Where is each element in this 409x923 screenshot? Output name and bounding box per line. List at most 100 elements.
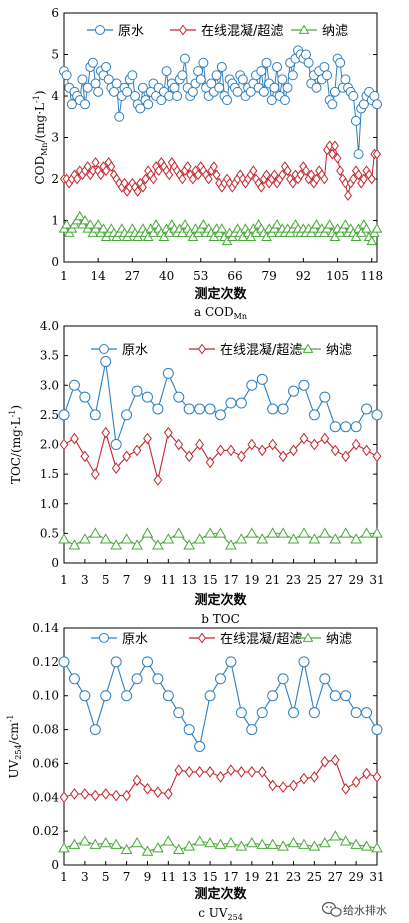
data-point — [340, 74, 351, 85]
x-tick-label: 1 — [60, 870, 68, 884]
data-point — [266, 838, 279, 849]
y-axis-title: UV254/cm-1 — [6, 714, 23, 778]
data-point — [214, 82, 225, 93]
data-point — [362, 444, 371, 457]
data-point — [235, 840, 248, 851]
data-point — [68, 539, 81, 550]
data-point — [107, 161, 116, 172]
data-point — [257, 181, 266, 193]
x-tick-label: 15 — [202, 870, 217, 884]
data-point — [369, 91, 380, 101]
data-point — [262, 169, 271, 181]
y-tick-label: 0 — [51, 255, 59, 269]
data-point — [270, 169, 279, 181]
chart-caption-main: a COD — [194, 305, 234, 319]
data-point — [372, 450, 382, 463]
x-tick-label: 5 — [102, 573, 110, 587]
data-point — [198, 219, 209, 229]
data-point — [225, 397, 237, 409]
x-tick-label: 118 — [360, 269, 383, 283]
data-point — [215, 409, 226, 421]
y-tick-label: 0.02 — [32, 824, 59, 838]
data-point — [330, 140, 339, 152]
data-point — [278, 781, 288, 793]
data-point — [141, 173, 150, 185]
data-point — [154, 165, 163, 177]
y-axis-title-part: /cm — [7, 722, 21, 745]
data-point — [183, 539, 196, 550]
legend: 原水 在线混凝/超滤 纳滤 — [87, 23, 348, 39]
data-point — [89, 838, 102, 849]
data-point — [289, 444, 298, 457]
data-point — [111, 789, 121, 802]
plot-frame — [63, 627, 378, 866]
data-point — [58, 842, 70, 853]
data-point — [143, 432, 152, 445]
legend-label: 原水 — [122, 343, 148, 358]
data-point — [130, 91, 141, 101]
data-point — [353, 149, 364, 160]
data-point — [325, 140, 334, 152]
data-point — [141, 656, 153, 668]
data-point — [366, 235, 378, 246]
x-tick-label: 3 — [81, 573, 89, 587]
data-point — [351, 776, 361, 788]
data-point — [261, 57, 272, 68]
data-point — [80, 99, 91, 110]
data-point — [122, 450, 131, 463]
data-point — [278, 169, 287, 181]
data-point — [93, 86, 104, 97]
data-point — [143, 99, 154, 110]
data-point — [329, 86, 340, 97]
data-point — [235, 707, 247, 719]
data-point — [162, 533, 175, 544]
data-point — [236, 766, 246, 778]
data-point — [87, 57, 98, 68]
data-point — [183, 724, 195, 736]
data-point — [373, 148, 381, 160]
data-point — [216, 223, 228, 233]
data-point — [278, 450, 288, 463]
data-point — [91, 157, 100, 168]
data-point — [179, 53, 190, 64]
data-point — [89, 409, 101, 421]
x-tick-label: 23 — [286, 573, 301, 587]
y-axis-title-part: -1 — [8, 410, 17, 418]
y-tick-label: 5 — [51, 48, 59, 62]
data-point — [122, 789, 131, 802]
data-point — [98, 223, 109, 233]
data-point — [133, 186, 142, 197]
data-point — [256, 373, 268, 385]
data-point — [79, 690, 91, 702]
data-point — [172, 91, 183, 101]
y-tick-label: 1.0 — [40, 497, 59, 511]
data-point — [131, 385, 143, 397]
data-point — [215, 673, 226, 685]
data-point — [120, 177, 129, 189]
data-point — [204, 527, 216, 538]
x-tick-label: 66 — [227, 269, 242, 283]
data-point — [187, 86, 198, 97]
y-tick-label: 4.0 — [40, 319, 59, 333]
data-point — [110, 656, 122, 668]
data-point — [204, 173, 213, 185]
data-point — [350, 115, 361, 126]
data-point — [308, 533, 321, 544]
series-nano — [58, 527, 383, 550]
watermark: 给水排水 — [321, 901, 387, 917]
data-point — [288, 385, 300, 397]
x-tick-label: 19 — [244, 870, 259, 884]
data-point — [174, 438, 184, 451]
data-point — [121, 409, 133, 421]
data-point — [165, 169, 174, 181]
data-point — [372, 99, 382, 110]
y-axis-title-part: TOC — [9, 457, 23, 484]
data-point — [351, 438, 361, 451]
data-point — [184, 450, 194, 463]
data-point — [163, 426, 173, 439]
data-point — [68, 673, 80, 685]
data-point — [110, 439, 122, 450]
data-point — [256, 838, 269, 849]
data-point — [320, 173, 329, 185]
